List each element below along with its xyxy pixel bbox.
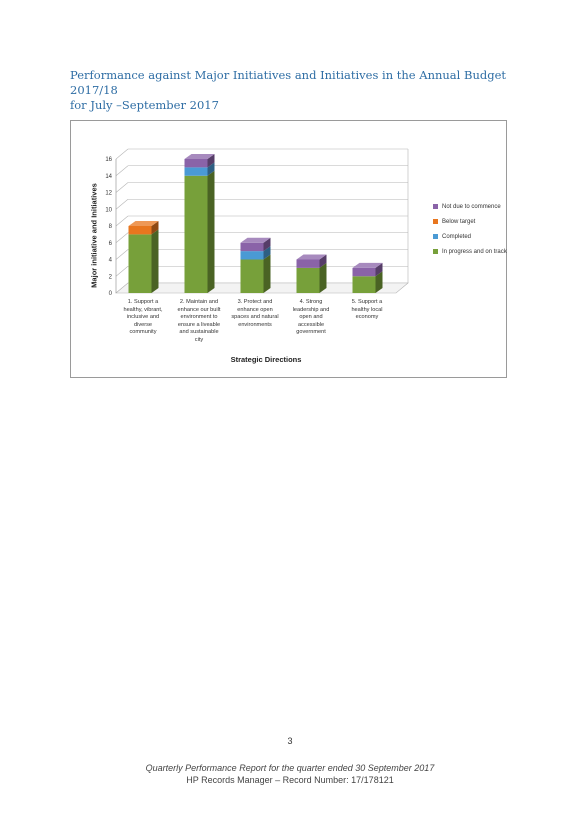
page-number: 3 [287, 736, 293, 746]
bar-side-c3-s2 [263, 246, 271, 260]
bar-top-c1 [128, 221, 159, 226]
chart-legend: Not due to commence Below target Completed… [433, 199, 509, 259]
chart-frame: 0 2 4 6 8 10 12 14 16 Major initiative and Initi… [70, 120, 507, 378]
document-title: Performance against Major Initiatives an… [70, 68, 530, 113]
bar-side-c5-s1 [375, 271, 383, 293]
y-axis-label: Major initiative and Initiatives [89, 183, 99, 288]
category-label-5: 5. Support a healthy local economy [351, 299, 383, 321]
bar-top-c4 [296, 254, 327, 260]
document-title-line-1: Performance against Major Initiatives an… [70, 68, 506, 97]
bar-c3-s1 [240, 259, 264, 293]
legend-label: In progress and on track [442, 248, 507, 255]
legend-label: Below target [442, 218, 476, 225]
bar-c1-s1 [128, 234, 152, 293]
bar-side-c1-s1 [151, 229, 159, 293]
bar-c1-s3 [128, 226, 152, 235]
bar-side-c2-s4 [207, 154, 215, 168]
bar-c5-s1 [352, 276, 376, 293]
footer-report-title: Quarterly Performance Report for the qua… [145, 763, 435, 773]
y-tick-label-0: 0 [109, 291, 113, 297]
bar-side-c1-s3 [151, 221, 159, 235]
bar-c3-s4 [240, 242, 264, 252]
bar-side-c3-s1 [263, 254, 271, 293]
bar-side-c2-s2 [207, 162, 215, 176]
y-tick-label-10: 10 [105, 207, 112, 213]
gridline-depth-10 [115, 199, 129, 210]
bar-c2-s4 [184, 159, 208, 168]
bar-side-c4-s4 [319, 254, 327, 268]
bar-top-c5 [352, 262, 383, 268]
gridline-depth-4 [115, 249, 129, 260]
bar-side-c2-s1 [207, 170, 215, 293]
gridline-depth-2 [115, 266, 129, 277]
page-footer: Quarterly Performance Report for the qua… [0, 762, 580, 786]
gridline-depth-8 [115, 215, 129, 227]
bar-c5-s4 [352, 267, 376, 277]
y-tick-label-8: 8 [109, 224, 113, 230]
document-title-line-2: for July –September 2017 [70, 98, 219, 112]
legend-item-1: Not due to commence [433, 199, 509, 214]
bar-top-c2 [184, 154, 215, 159]
bar-c2-s2 [184, 167, 208, 176]
bar-c4-s4 [296, 259, 320, 268]
bar-c4-s1 [296, 267, 320, 293]
y-tick-label-14: 14 [105, 174, 112, 180]
y-tick-label-2: 2 [109, 274, 113, 280]
legend-swatch [433, 249, 438, 254]
gridline-depth-6 [115, 232, 129, 243]
gridline-depth-12 [115, 182, 129, 193]
bar-c3-s2 [240, 251, 264, 260]
legend-swatch [433, 234, 438, 239]
bar-side-c3-s4 [263, 237, 271, 252]
bar-chart: 0 2 4 6 8 10 12 14 16 [105, 148, 409, 297]
legend-label: Not due to commence [442, 203, 501, 210]
y-tick-label-6: 6 [109, 241, 113, 247]
category-label-3: 3. Protect and enhance open spaces and nat… [231, 299, 279, 328]
bar-side-c5-s4 [375, 262, 383, 277]
category-label-2: 2. Maintain and enhance our built environm… [177, 299, 221, 343]
legend-item-3: Completed [433, 229, 509, 244]
gridline-depth-16 [115, 148, 129, 160]
legend-swatch [433, 204, 438, 209]
gridline-depth-14 [115, 165, 129, 176]
bar-side-c4-s1 [319, 262, 327, 293]
legend-item-4: In progress and on track [433, 244, 509, 259]
legend-label: Completed [442, 233, 472, 240]
category-label-4: 4. Strong leadership and open and accessibl… [292, 299, 330, 336]
y-tick-label-4: 4 [109, 258, 113, 264]
legend-item-2: Below target [433, 214, 509, 229]
category-label-1: 1. Support a healthy, vibrant, inclusive a… [123, 299, 163, 336]
x-axis-label: Strategic Directions [230, 355, 302, 364]
bar-c2-s1 [184, 175, 208, 293]
y-tick-label-12: 12 [105, 191, 112, 197]
bar-top-c3 [240, 237, 271, 243]
legend-swatch [433, 219, 438, 224]
y-tick-label-16: 16 [105, 157, 112, 163]
footer-record-number: HP Records Manager – Record Number: 17/1… [186, 775, 394, 785]
